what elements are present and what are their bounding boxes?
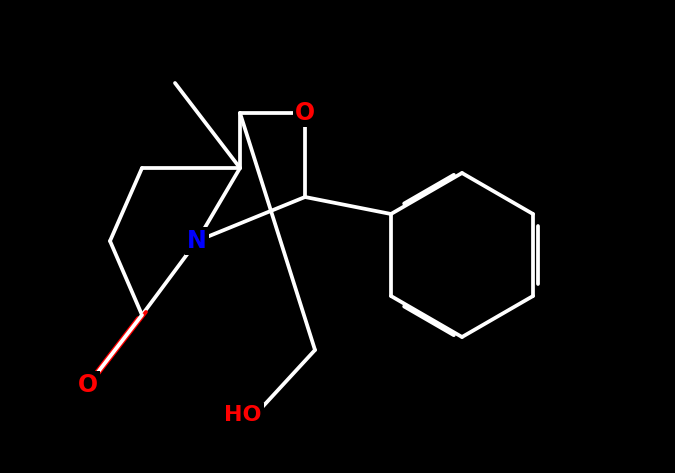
Text: O: O [295,101,315,125]
Text: O: O [78,373,98,397]
Text: HO: HO [224,405,262,425]
Text: N: N [187,229,207,253]
